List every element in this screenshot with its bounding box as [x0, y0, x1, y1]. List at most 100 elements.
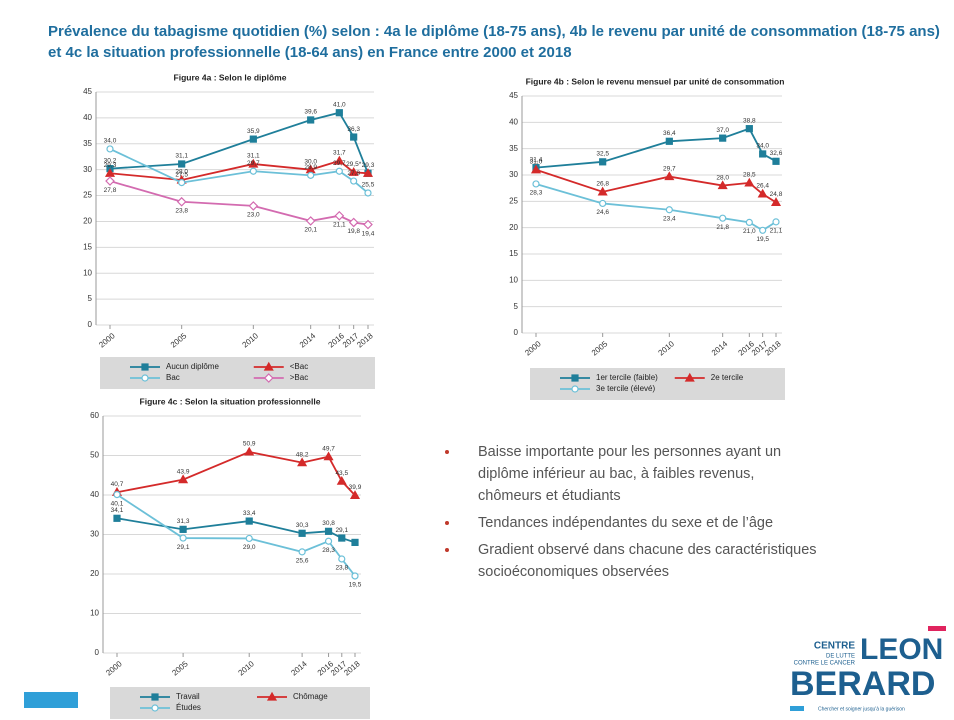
y-tick-label: 60 [90, 411, 99, 420]
marker [178, 179, 186, 187]
marker [759, 226, 767, 234]
value-label: 36,3 [347, 126, 360, 133]
legend-label: Aucun diplôme [166, 362, 219, 371]
value-label: 29,0 [243, 544, 256, 551]
marker [249, 167, 257, 175]
marker [338, 555, 346, 563]
value-label: 43,9 [177, 468, 190, 475]
slide-title: Prévalence du tabagisme quotidien (%) se… [48, 23, 940, 40]
y-tick-label: 45 [509, 91, 518, 100]
marker [665, 137, 673, 145]
marker [307, 116, 315, 124]
value-label: 19,5 [756, 236, 769, 243]
value-label: 30,2 [104, 157, 117, 164]
value-label: 23,0 [247, 212, 260, 219]
value-label: 23,8 [175, 207, 188, 214]
value-label: 34,1 [111, 507, 124, 514]
marker [664, 171, 675, 181]
marker [151, 693, 159, 701]
y-tick-label: 10 [83, 268, 92, 277]
marker [745, 218, 753, 226]
value-label: 28,3 [322, 547, 335, 554]
marker [106, 145, 114, 153]
marker [597, 186, 608, 196]
bullet-text: socioéconomiques observées [478, 564, 669, 580]
value-label: 19,8 [347, 228, 360, 235]
legend-label: >Bac [290, 373, 308, 382]
marker [178, 474, 189, 484]
bullet-text: Gradient observé dans chacune des caract… [478, 542, 817, 558]
marker [338, 534, 346, 542]
marker [351, 572, 359, 580]
value-label: 21,8 [716, 224, 729, 231]
marker [351, 538, 359, 547]
y-tick-label: 15 [509, 249, 518, 258]
marker [245, 534, 253, 543]
bullet-dot [445, 548, 449, 552]
marker [363, 219, 373, 230]
value-label: 40,1 [111, 500, 124, 507]
value-label: 21,1 [770, 228, 783, 235]
logo-text: Chercher et soigner jusqu'à la guérison [818, 706, 905, 712]
chart-title: Figure 4b : Selon le revenu mensuel par … [526, 76, 785, 86]
value-label: 28,0 [175, 169, 188, 176]
y-tick-label: 40 [83, 113, 92, 122]
bullet-dot [445, 450, 449, 454]
value-label: 32,5 [596, 151, 609, 158]
value-label: 23,4 [663, 215, 676, 222]
value-label: 31,3 [177, 518, 190, 525]
value-label: 31,0 [530, 158, 543, 165]
marker [684, 372, 695, 382]
marker [297, 457, 308, 467]
bullet-dot [445, 521, 449, 525]
value-label: 31,4 [530, 156, 543, 163]
legend-label: <Bac [290, 362, 308, 371]
marker [266, 691, 278, 701]
marker [113, 514, 121, 522]
marker [245, 517, 253, 525]
marker [717, 180, 728, 190]
logo: CENTRE DE LUTTE CONTRE LE CANCER LEON BE… [790, 626, 946, 712]
marker [298, 529, 306, 537]
y-tick-label: 15 [83, 242, 92, 251]
value-label: 27,5 [175, 171, 188, 178]
marker [350, 177, 358, 185]
y-tick-label: 20 [83, 217, 92, 226]
value-label: 39,9 [349, 484, 362, 491]
marker [350, 133, 358, 141]
marker [336, 475, 347, 485]
value-label: 34,0 [756, 143, 769, 150]
marker [571, 374, 579, 382]
value-label: 40,7 [111, 481, 124, 488]
value-label: 50,9 [243, 441, 256, 448]
y-tick-label: 35 [509, 144, 518, 153]
marker [248, 158, 259, 168]
value-label: 20,1 [304, 227, 317, 234]
legend-box [530, 368, 785, 400]
value-label: 34,0 [104, 138, 117, 145]
y-tick-label: 10 [509, 275, 518, 284]
value-label: 29,1 [335, 527, 348, 534]
value-label: 29,3 [104, 162, 117, 169]
value-label: 36,4 [663, 130, 676, 137]
marker [335, 167, 343, 175]
y-tick-label: 20 [509, 223, 518, 232]
value-label: 25,5 [362, 182, 375, 189]
marker [263, 373, 274, 383]
logo-text: DE LUTTE [826, 654, 855, 660]
marker [176, 196, 187, 207]
logo-accent [790, 706, 804, 711]
y-tick-label: 20 [90, 569, 99, 578]
value-label: 23,8 [335, 565, 348, 572]
value-label: 37,0 [716, 127, 729, 134]
marker [335, 109, 343, 117]
logo-text: CENTRE [814, 641, 855, 652]
y-tick-label: 50 [90, 451, 99, 460]
marker [364, 189, 372, 197]
y-tick-label: 10 [90, 609, 99, 618]
marker [770, 197, 782, 206]
logo-text: BERARD [790, 665, 935, 703]
value-label: 28,9 [304, 164, 317, 171]
marker [178, 160, 186, 168]
